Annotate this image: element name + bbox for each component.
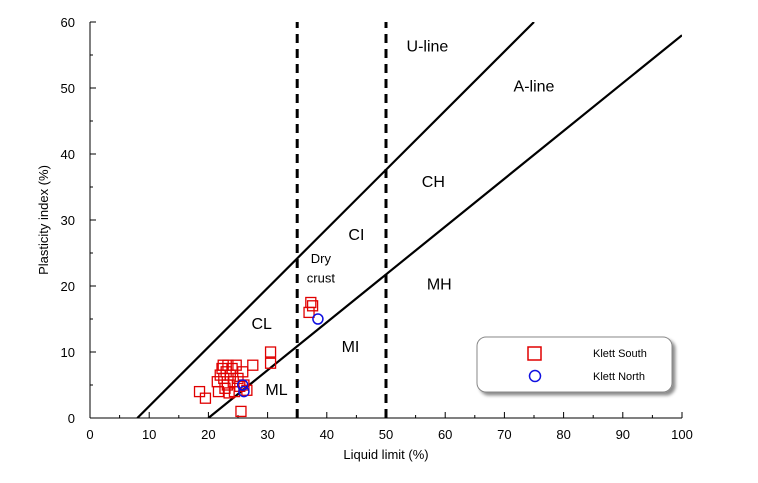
klett-south-point [211,376,223,388]
a-line-reference-line [207,34,682,418]
klett-north-point [238,385,250,398]
y-tick-label: 10 [61,345,75,360]
zone-label: CL [251,316,272,333]
x-tick-label: 20 [201,427,215,442]
klett-south-point [199,392,212,404]
tick-labels: 0 10 20 30 40 50 60 70 80 90 100 0 10 20 30 40 50 60 [61,15,693,442]
x-tick-label: 40 [320,427,334,442]
y-tick-label: 30 [61,213,75,228]
x-tick-label: 0 [86,427,93,442]
zone-label: A-line [514,78,555,95]
klett-south-point [303,306,315,319]
klett-south-point [264,357,277,369]
y-tick-label: 50 [61,81,75,96]
y-axis-label: Plasticity index (%) [36,165,51,275]
klett-south-point [224,369,236,381]
x-tick-label: 30 [260,427,274,442]
legend-box [476,336,673,393]
u-line-reference-line [136,22,535,418]
x-tick-label: 100 [671,427,693,442]
dry-crust-annotation: Dry crust [307,251,336,286]
klett-south-point [226,362,238,375]
klett-south-point [237,366,249,378]
x-axis-label: Liquid limit (%) [343,447,428,462]
zone-label: CH [422,174,445,191]
reference-lines [136,22,682,418]
klett-south-point [218,372,230,385]
klett-south-point [306,300,319,312]
klett-south-point [305,296,317,309]
zone-label: MH [427,276,452,293]
legend-marker-klett-south [527,346,542,361]
klett-south-point [212,385,225,398]
x-tick-label: 50 [379,427,393,442]
klett-south-point [193,385,206,398]
x-tick-label: 60 [438,427,452,442]
x-tick-label: 80 [556,427,570,442]
y-tick-label: 20 [61,279,75,294]
klett-south-point [220,366,232,378]
klett-north-point [312,313,324,325]
klett-south-point [235,405,247,418]
legend-label-klett-south: Klett South [593,348,647,360]
legend: Klett South Klett North [476,336,673,393]
annotation-text: crust [307,271,336,286]
zone-label: MI [342,339,360,356]
annotation-text: Dry [311,251,332,266]
zone-label: ML [265,382,287,399]
legend-marker-klett-north [528,369,542,383]
klett-south-point [230,359,242,371]
y-tick-label: 0 [68,411,75,426]
data-points [193,296,324,418]
x-tick-label: 90 [616,427,630,442]
legend-label-klett-north: Klett North [593,371,645,383]
x-tick-label: 70 [497,427,511,442]
klett-south-point [247,359,259,371]
zone-labels: U-line A-line CH CI MH CL MI ML [251,39,554,399]
klett-south-point [264,346,277,358]
zone-label: U-line [407,39,449,56]
x-tick-label: 10 [142,427,156,442]
y-tick-label: 60 [61,15,75,30]
zone-label: CI [348,227,364,244]
y-tick-label: 40 [61,147,75,162]
klett-north-point [236,379,249,391]
